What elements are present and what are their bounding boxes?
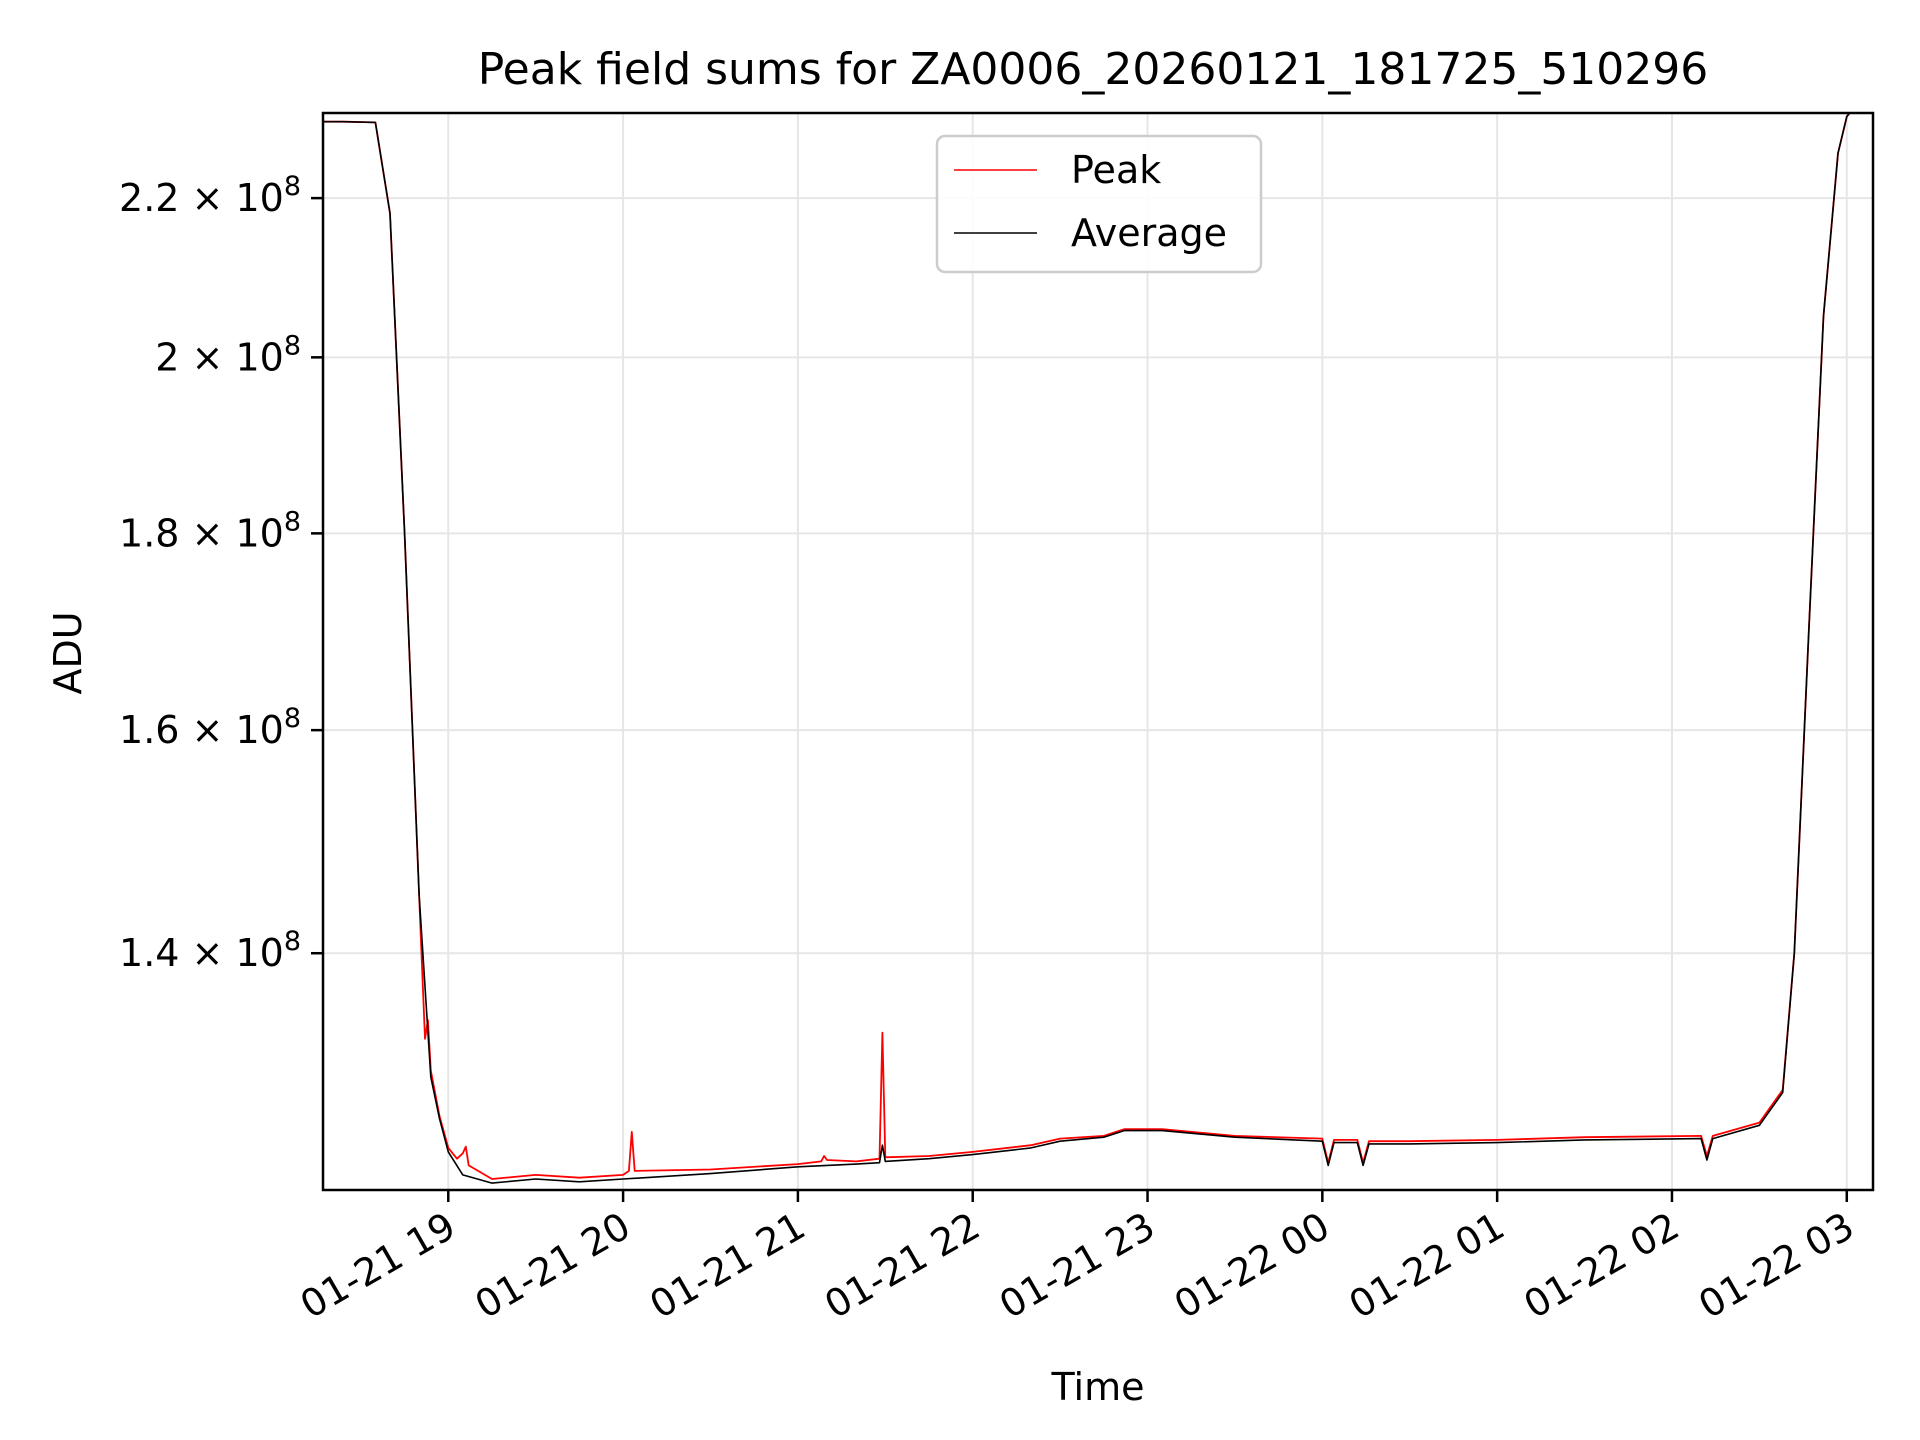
series-line-average [323, 112, 1851, 1184]
y-tick-label: 2 × 108 [155, 330, 301, 379]
y-axis-label: ADU [46, 611, 90, 694]
y-tick-label: 1.6 × 108 [119, 703, 301, 752]
plot-area [323, 112, 1851, 1184]
chart-title: Peak field sums for ZA0006_20260121_1817… [478, 44, 1709, 95]
legend-label-peak: Peak [1071, 148, 1161, 192]
y-tick-label: 1.4 × 108 [119, 926, 301, 975]
x-axis-label: Time [1051, 1365, 1145, 1409]
y-tick-label: 2.2 × 108 [119, 171, 301, 220]
legend-label-average: Average [1071, 211, 1227, 255]
legend: Peak Average [935, 134, 1263, 274]
series-line-peak [323, 112, 1851, 1180]
axes-frame [321, 111, 1875, 1192]
y-tick-label: 1.8 × 108 [119, 506, 301, 555]
